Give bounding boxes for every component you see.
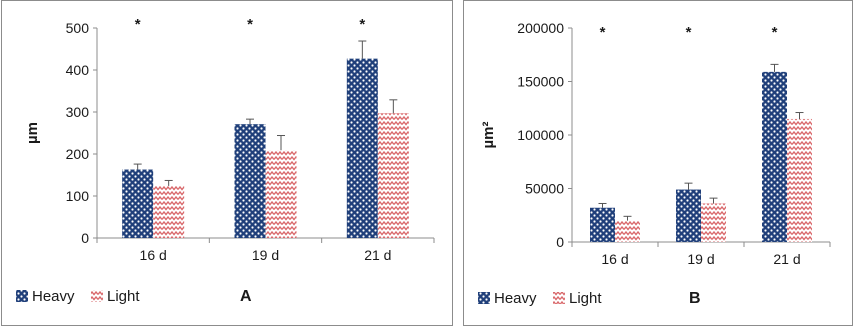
y-tick-label: 0 [556, 234, 564, 250]
bar-light [265, 150, 297, 238]
panel-letter: B [689, 290, 701, 307]
y-tick-label: 500 [66, 20, 90, 36]
significance-asterisk: * [135, 16, 141, 33]
legend-label-heavy: Heavy [32, 288, 75, 305]
bar-heavy [762, 71, 787, 243]
bar-light [615, 220, 640, 242]
bar-heavy [676, 189, 701, 242]
chart-panel-b: µm² 0 50000 100000 150000 200000 16 d * 19 d * 21 … [463, 0, 853, 326]
x-tick-label: 16 d [140, 247, 167, 263]
y-axis-label: µm² [480, 122, 497, 149]
significance-asterisk: * [247, 16, 253, 33]
panel-letter: A [240, 288, 252, 305]
bar-light [153, 185, 185, 238]
bar-heavy [590, 207, 615, 242]
x-tick-label: 19 d [252, 247, 279, 263]
bar-heavy [234, 124, 266, 238]
x-tick-label: 21 d [364, 247, 391, 263]
y-tick-label: 200000 [517, 20, 564, 36]
y-tick-label: 0 [81, 230, 89, 246]
significance-asterisk: * [772, 24, 778, 41]
x-tick-label: 19 d [687, 251, 714, 267]
legend-label-light: Light [569, 290, 602, 307]
x-tick-label: 16 d [601, 251, 628, 267]
y-tick-label: 400 [66, 62, 90, 78]
y-tick-label: 100 [66, 188, 90, 204]
y-tick-label: 200 [66, 146, 90, 162]
significance-asterisk: * [359, 16, 365, 33]
significance-asterisk: * [600, 24, 606, 41]
bar-light [787, 118, 812, 242]
y-tick-label: 150000 [517, 74, 564, 90]
y-tick-label: 100000 [517, 127, 564, 143]
legend-label-light: Light [107, 288, 140, 305]
significance-asterisk: * [686, 24, 692, 41]
chart-a-svg: µm 0 100 200 300 400 500 16 d * 19 d * 21 d * Heavy Li… [16, 16, 435, 305]
legend-swatch-light [553, 292, 565, 304]
chart-panel-a: µm 0 100 200 300 400 500 16 d * 19 d * 21 d * Heavy Li… [1, 0, 453, 326]
bar-heavy [122, 169, 154, 238]
bar-heavy [346, 58, 378, 238]
bar-light [377, 113, 409, 238]
y-tick-label: 300 [66, 104, 90, 120]
chart-b-svg: µm² 0 50000 100000 150000 200000 16 d * 19 d * 21 … [478, 20, 831, 307]
x-tick-label: 21 d [773, 251, 800, 267]
legend-swatch-light [91, 290, 103, 302]
y-tick-label: 50000 [525, 181, 564, 197]
legend-swatch-heavy [16, 290, 28, 302]
bar-light [701, 203, 726, 242]
legend-swatch-heavy [478, 292, 490, 304]
legend-label-heavy: Heavy [494, 290, 537, 307]
y-axis-label: µm [24, 122, 41, 144]
